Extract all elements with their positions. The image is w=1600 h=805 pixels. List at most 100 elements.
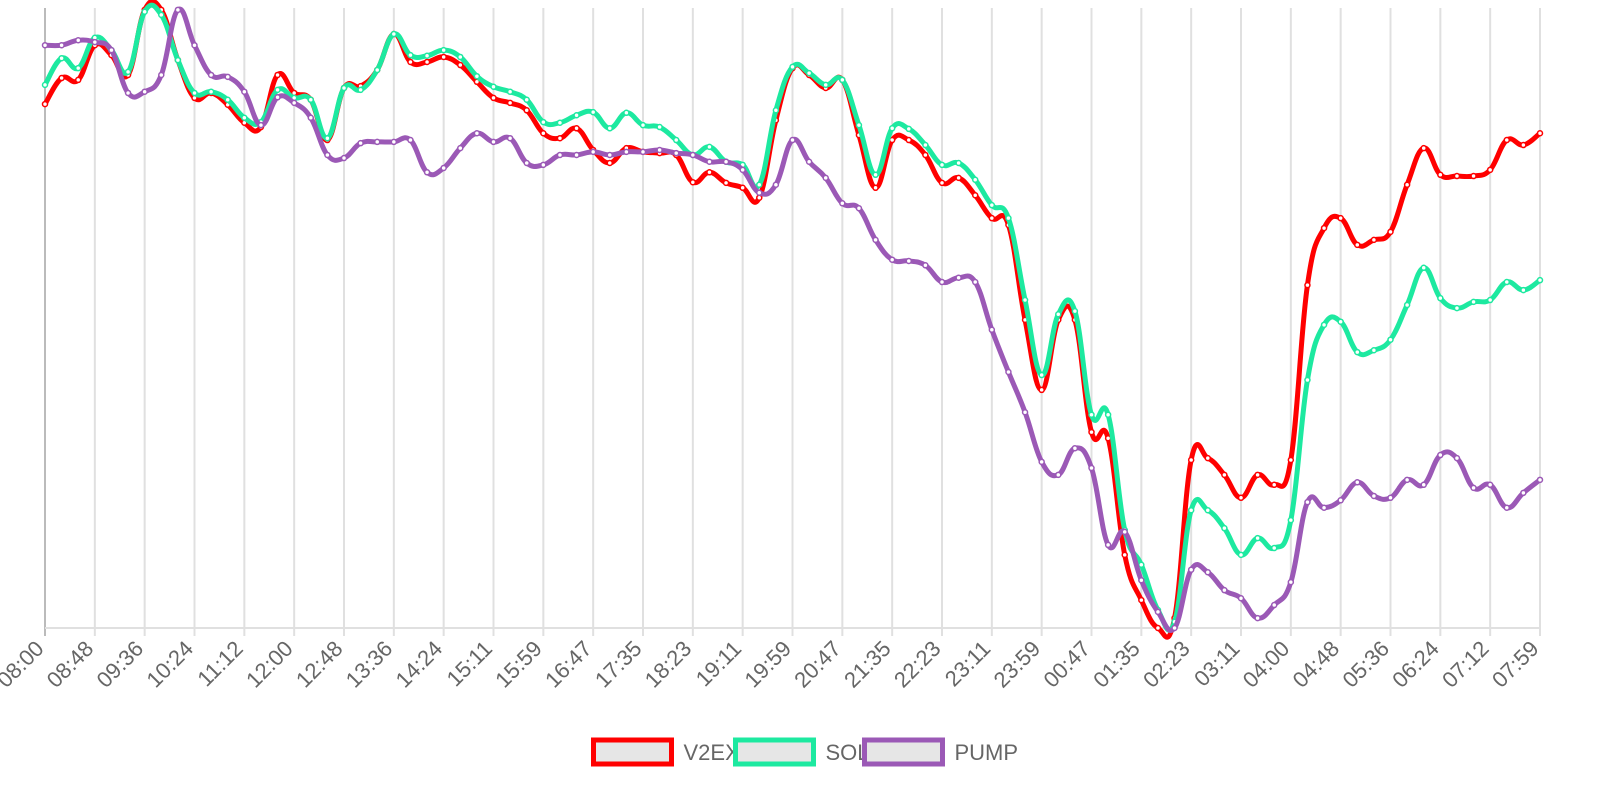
point (938, 161, 946, 169)
point (1437, 171, 1444, 179)
point (1370, 492, 1378, 500)
point (739, 166, 746, 174)
point (1453, 304, 1461, 312)
point (1503, 278, 1511, 286)
point (390, 30, 398, 38)
point (1071, 307, 1079, 315)
point (373, 66, 381, 74)
point (772, 181, 780, 188)
point (1104, 411, 1112, 418)
point (506, 134, 514, 142)
legend-label: PUMP (955, 740, 1019, 765)
point (1486, 166, 1494, 174)
point (340, 84, 348, 92)
point (1221, 471, 1228, 479)
point (1486, 481, 1494, 489)
point (41, 100, 49, 108)
point (789, 136, 796, 144)
point (822, 81, 829, 89)
x-tick-label: 12:48 (291, 636, 348, 693)
point (1237, 551, 1245, 559)
point (1104, 541, 1112, 549)
point (191, 89, 198, 97)
legend-item[interactable]: SOL (733, 737, 870, 767)
point (672, 149, 680, 157)
point (689, 178, 697, 186)
point (241, 114, 248, 121)
point (407, 58, 414, 66)
point (324, 151, 331, 159)
point (1387, 336, 1394, 343)
point (1071, 444, 1079, 452)
point (1287, 578, 1295, 586)
legend-item[interactable]: V2EX (591, 737, 741, 767)
point (1154, 624, 1162, 632)
point (756, 181, 763, 188)
point (971, 191, 979, 199)
point (1005, 368, 1012, 376)
x-tick-label: 17:35 (590, 636, 647, 693)
point (905, 125, 913, 133)
point (207, 88, 215, 95)
point (805, 69, 813, 77)
point (241, 88, 248, 95)
x-tick-label: 15:59 (490, 636, 547, 693)
point (1403, 476, 1411, 484)
x-tick-label: 07:12 (1437, 636, 1494, 693)
point (473, 72, 481, 80)
x-tick-label: 18:23 (640, 636, 697, 693)
point (58, 54, 65, 62)
point (888, 256, 896, 263)
x-tick-label: 02:23 (1138, 636, 1195, 693)
point (1038, 371, 1045, 379)
point (124, 68, 132, 76)
point (490, 138, 497, 146)
x-tick-label: 05:36 (1337, 636, 1394, 693)
point (556, 151, 564, 159)
point (988, 201, 996, 209)
x-tick-label: 19:11 (691, 636, 746, 691)
point (672, 136, 680, 144)
point (74, 36, 82, 44)
point (971, 278, 979, 286)
point (1055, 311, 1062, 318)
x-tick-label: 23:59 (989, 636, 1046, 693)
point (523, 96, 530, 104)
point (41, 81, 49, 89)
point (1387, 228, 1394, 236)
point (423, 52, 431, 59)
point (556, 119, 564, 126)
point (224, 73, 231, 81)
point (1520, 286, 1527, 294)
point (1536, 476, 1544, 484)
point (58, 41, 65, 49)
point (523, 107, 530, 114)
point (1121, 528, 1128, 536)
point (373, 138, 381, 146)
point (423, 169, 431, 176)
point (1088, 411, 1095, 418)
point (938, 278, 946, 286)
point (141, 88, 148, 95)
series (41, 6, 1544, 633)
point (706, 158, 713, 166)
point (789, 63, 796, 71)
point (1403, 301, 1411, 309)
point (1520, 141, 1527, 149)
x-tick-label: 13:36 (341, 636, 398, 693)
point (1254, 534, 1261, 542)
point (805, 158, 813, 166)
point (1154, 608, 1162, 616)
point (1453, 172, 1461, 180)
legend-item[interactable]: PUMP (862, 737, 1019, 767)
point (589, 108, 597, 116)
x-tick-label: 07:59 (1487, 636, 1544, 693)
point (639, 121, 647, 129)
x-tick-label: 15:11 (442, 636, 497, 691)
point (1503, 136, 1511, 144)
point (490, 94, 497, 102)
point (1503, 504, 1511, 511)
point (1470, 298, 1477, 306)
point (1204, 506, 1212, 514)
